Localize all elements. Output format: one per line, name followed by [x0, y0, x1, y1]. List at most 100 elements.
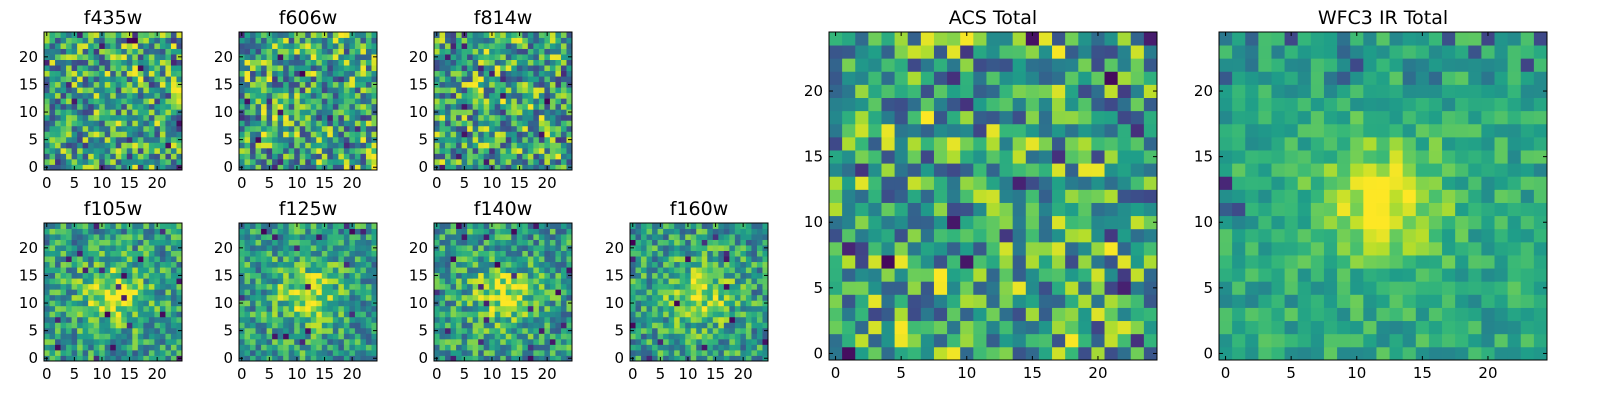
- heatmap-cell: [277, 65, 284, 72]
- heatmap-cell: [165, 48, 172, 55]
- heatmap-cell: [305, 43, 312, 49]
- heatmap-cell: [104, 267, 111, 274]
- heatmap-cell: [635, 300, 642, 307]
- heatmap-cell: [310, 153, 317, 160]
- heatmap-cell: [707, 333, 714, 340]
- heatmap-cell: [1012, 228, 1027, 243]
- heatmap-cell: [343, 48, 350, 55]
- heatmap-cell: [99, 120, 106, 127]
- heatmap-cell: [250, 250, 256, 257]
- heatmap-cell: [511, 142, 518, 149]
- heatmap-cell: [154, 338, 161, 345]
- heatmap-cell: [445, 245, 451, 251]
- heatmap-cell: [266, 43, 273, 49]
- heatmap-cell: [868, 215, 882, 230]
- heatmap-cell: [999, 307, 1014, 322]
- heatmap-cell: [1012, 255, 1027, 269]
- heatmap-cell: [494, 294, 501, 301]
- heatmap-cell: [165, 43, 172, 49]
- heatmap-cell: [439, 355, 446, 362]
- heatmap-cell: [99, 153, 106, 160]
- heatmap-cell: [696, 294, 703, 301]
- heatmap-cell: [55, 316, 61, 323]
- heatmap-cell: [527, 98, 534, 105]
- heatmap-cell: [159, 272, 166, 279]
- heatmap-cell: [283, 267, 290, 274]
- heatmap-cell: [126, 322, 133, 329]
- heatmap-cell: [55, 81, 61, 88]
- heatmap-cell: [115, 267, 122, 274]
- heatmap-cell: [461, 245, 468, 251]
- heatmap-cell: [360, 131, 367, 138]
- heatmap-cell: [439, 120, 446, 127]
- heatmap-cell: [516, 261, 523, 268]
- heatmap-cell: [1012, 215, 1027, 230]
- heatmap-cell: [450, 98, 457, 105]
- heatmap-cell: [516, 120, 523, 127]
- heatmap-cell: [489, 344, 496, 351]
- heatmap-cell: [104, 158, 111, 165]
- heatmap-cell: [478, 158, 485, 165]
- heatmap-cell: [121, 142, 128, 149]
- heatmap-cell: [718, 245, 725, 251]
- heatmap-cell: [522, 256, 529, 263]
- heatmap-cell: [461, 333, 468, 340]
- heatmap-cell: [500, 37, 507, 44]
- heatmap-cell: [434, 158, 440, 165]
- heatmap-cell: [1025, 333, 1040, 348]
- heatmap-cell: [288, 98, 295, 105]
- heatmap-cell: [294, 333, 301, 340]
- heatmap-cell: [77, 59, 84, 66]
- heatmap-cell: [907, 307, 922, 322]
- heatmap-cell: [920, 307, 935, 322]
- heatmap-cell: [729, 223, 736, 229]
- heatmap-cell: [66, 272, 72, 279]
- heatmap-cell: [266, 322, 273, 329]
- heatmap-cell: [630, 344, 636, 351]
- heatmap-cell: [365, 81, 372, 88]
- heatmap-cell: [511, 92, 518, 99]
- heatmap-cell: [261, 289, 267, 296]
- heatmap-cell: [467, 37, 474, 44]
- heatmap-cell: [467, 267, 474, 274]
- heatmap-cell: [467, 54, 474, 60]
- heatmap-cell: [110, 234, 117, 240]
- heatmap-cell: [66, 333, 72, 340]
- heatmap-cell: [434, 333, 440, 340]
- heatmap-cell: [365, 147, 372, 154]
- heatmap-cell: [745, 245, 752, 251]
- heatmap-cell: [176, 228, 183, 235]
- heatmap-cell: [478, 125, 485, 132]
- heatmap-cell: [511, 223, 518, 229]
- heatmap-cell: [933, 333, 948, 348]
- heatmap-cell: [707, 261, 714, 268]
- heatmap-cell: [1143, 228, 1158, 243]
- heatmap-cell: [288, 120, 295, 127]
- heatmap-cell: [49, 228, 56, 235]
- heatmap-cell: [277, 261, 284, 268]
- heatmap-cell: [137, 65, 144, 72]
- heatmap-cell: [354, 245, 361, 251]
- heatmap-cell: [82, 300, 89, 307]
- heatmap-cell: [60, 48, 67, 55]
- heatmap-cell: [137, 283, 144, 290]
- heatmap-cell: [126, 76, 133, 83]
- heatmap-cell: [483, 283, 490, 290]
- heatmap-cell: [148, 322, 155, 329]
- heatmap-cell: [1025, 346, 1040, 361]
- x-tick-label: 5: [265, 174, 275, 192]
- heatmap-cell: [255, 223, 262, 229]
- heatmap-cell: [1143, 333, 1158, 348]
- heatmap-cell: [143, 261, 150, 268]
- heatmap-cell: [467, 272, 474, 279]
- heatmap-cell: [450, 70, 457, 77]
- heatmap-cell: [740, 256, 747, 263]
- heatmap-cell: [679, 250, 686, 257]
- heatmap-cell: [472, 48, 479, 55]
- heatmap-cell: [538, 70, 545, 77]
- heatmap-cell: [494, 153, 501, 160]
- heatmap-cell: [170, 245, 177, 251]
- heatmap-cell: [354, 278, 361, 285]
- heatmap-cell: [555, 59, 562, 66]
- heatmap-cell: [1117, 281, 1132, 295]
